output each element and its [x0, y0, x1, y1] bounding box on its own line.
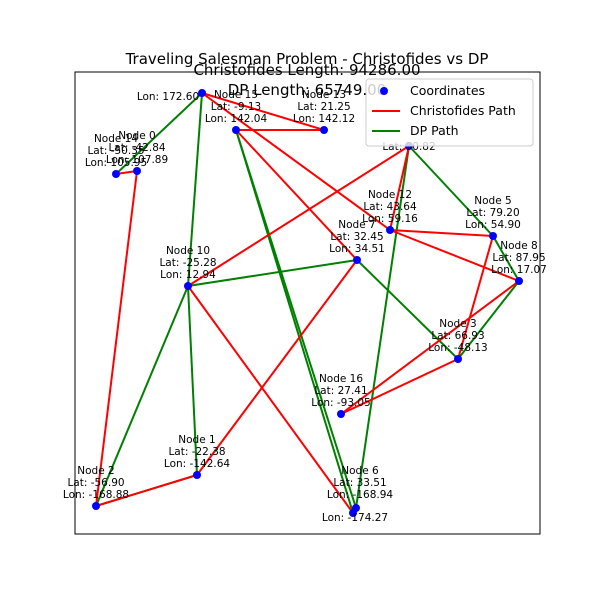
dp-path-segment	[187, 92, 203, 287]
node-label: Lon: -174.27	[322, 512, 388, 524]
node-label: Node 7 Lat: 32.45 Lon: 34.51	[329, 219, 385, 255]
node-label: Node 0 Lat: -42.84 Lon: 107.89	[106, 130, 168, 166]
node-point	[133, 167, 141, 175]
dp-path-segment	[187, 285, 198, 476]
node-label: Node 2 Lat: -56.90 Lon: -168.88	[63, 465, 129, 501]
node-label: Node 3 Lat: 66.93 Lon: -48.13	[428, 318, 487, 354]
dp-path-segment	[187, 259, 358, 287]
christofides-path-segment	[95, 170, 138, 507]
node-point	[454, 355, 462, 363]
node-point	[349, 509, 357, 517]
node-label: Node 14 Lat: -50.35 Lon: 105.95	[85, 133, 147, 169]
node-label: Node 12 Lat: 43.64 Lon: 59.16	[362, 189, 418, 225]
node-point	[386, 226, 394, 234]
chart-title: Traveling Salesman Problem - Christofide…	[125, 50, 489, 68]
legend-coordinates-label: Coordinates	[410, 83, 485, 98]
christofides-path-segment	[187, 145, 410, 287]
node-label: Node 13 Lat: 21.25 Lon: 142.12	[293, 89, 355, 125]
plot-frame	[74, 71, 541, 535]
christofides-path-segment	[95, 474, 198, 507]
christofides-path-segment	[389, 229, 494, 237]
legend: Coordinates Christofides Path DP Path	[365, 78, 534, 147]
node-point	[353, 256, 361, 264]
points-layer	[92, 89, 523, 517]
dp-path-segment	[115, 92, 203, 175]
christofides-path-segment	[340, 280, 520, 415]
node-point	[232, 126, 240, 134]
node-point	[198, 89, 206, 97]
christofides-path-segment	[201, 92, 391, 231]
legend-coordinates-marker	[380, 87, 388, 95]
node-point	[92, 502, 100, 510]
paths-layer	[95, 92, 520, 514]
dp-path-segment	[457, 280, 520, 360]
christofides-path-segment	[340, 358, 459, 415]
node-point	[515, 277, 523, 285]
legend-dp-label: DP Path	[410, 123, 459, 138]
christofides-path-segment	[235, 129, 358, 261]
node-point	[337, 410, 345, 418]
node-label: Node 15 Lat: -9.13 Lon: 142.04	[205, 89, 268, 125]
node-label: Node 1 Lat: -22.38 Lon: -142.64	[164, 434, 230, 470]
legend-christofides-label: Christofides Path	[410, 103, 516, 118]
christofides-length-label: Christofides Length: 94286.00	[193, 61, 420, 79]
christofides-path-segment	[196, 259, 358, 476]
christofides-path-segment	[389, 145, 410, 231]
christofides-path-segment	[389, 229, 520, 282]
node-label: Node 10 Lat: -25.28 Lon: 12.94	[159, 245, 216, 281]
node-point	[489, 232, 497, 240]
dp-path-segment	[408, 145, 494, 237]
node-label: Node 5 Lat: 79.20 Lon: 54.90	[465, 195, 521, 231]
christofides-path-segment	[187, 285, 354, 514]
dp-path-segment	[356, 259, 459, 360]
node-point	[193, 471, 201, 479]
christofides-path-segment	[201, 92, 325, 131]
node-point	[112, 170, 120, 178]
node-label: Lon: 172.60	[137, 91, 199, 103]
legend-box	[365, 78, 534, 147]
dp-path-segment	[492, 235, 520, 282]
dp-path-segment	[235, 129, 354, 514]
dp-path-segment	[95, 285, 189, 507]
christofides-path-segment	[457, 235, 494, 360]
node-point	[184, 282, 192, 290]
labels-layer: Node 0 Lat: -42.84 Lon: 107.89 Node 1 Lat: -…	[63, 89, 547, 524]
dp-length-label: DP Length: 65749.00	[228, 81, 387, 99]
node-point	[320, 126, 328, 134]
node-label: Node 8 Lat: 87.95 Lon: 17.07	[491, 240, 547, 276]
dp-path-segment	[355, 145, 410, 509]
node-label: Node 16 Lat: 27.41 Lon: -93.05	[311, 373, 370, 409]
node-label: Node 6 Lat: 33.51 Lon: -168.94	[327, 465, 393, 501]
